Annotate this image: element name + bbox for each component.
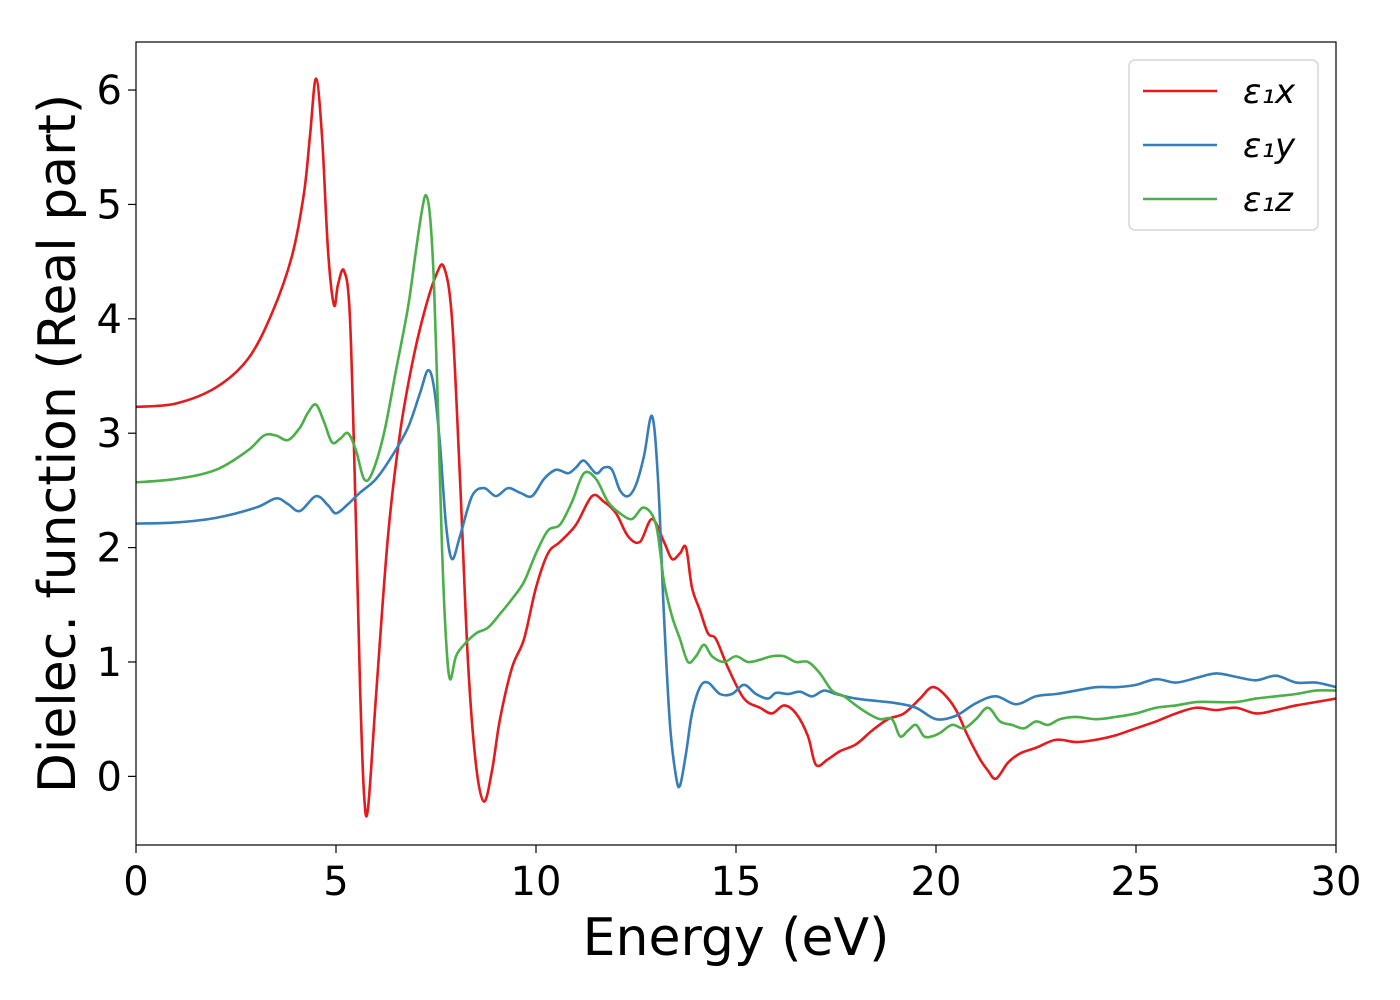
series-line-1: [136, 368, 1336, 789]
legend: ε₁x ε₁y ε₁z: [1128, 59, 1319, 231]
y-axis-label: Dielec. function (Real part): [28, 94, 88, 793]
x-tick-label: 25: [1111, 859, 1162, 905]
series-layer: [136, 77, 1336, 818]
y-tick-label: 4: [97, 297, 122, 343]
legend-label-0: ε₁x: [1243, 72, 1296, 112]
y-tick-label: 2: [97, 526, 122, 572]
y-tick-label: 6: [97, 68, 122, 114]
y-tick-label: 0: [97, 754, 122, 800]
x-axis-label: Energy (eV): [583, 908, 890, 968]
series-line-2: [136, 193, 1336, 739]
legend-label-1: ε₁y: [1243, 126, 1296, 166]
ticks-layer: 0 5 10 15 20 25 30 0 1 2 3 4 5 6: [97, 68, 1362, 905]
x-tick-label: 10: [511, 859, 562, 905]
y-tick-label: 5: [97, 182, 122, 228]
y-tick-label: 3: [97, 411, 122, 457]
legend-label-2: ε₁z: [1243, 180, 1294, 220]
x-tick-label: 0: [123, 859, 148, 905]
x-tick-label: 15: [711, 859, 762, 905]
legend-box: [1128, 59, 1319, 231]
x-tick-label: 30: [1311, 859, 1362, 905]
x-tick-label: 5: [323, 859, 348, 905]
x-tick-label: 20: [911, 859, 962, 905]
series-line-0: [136, 77, 1336, 818]
y-tick-label: 1: [97, 640, 122, 686]
